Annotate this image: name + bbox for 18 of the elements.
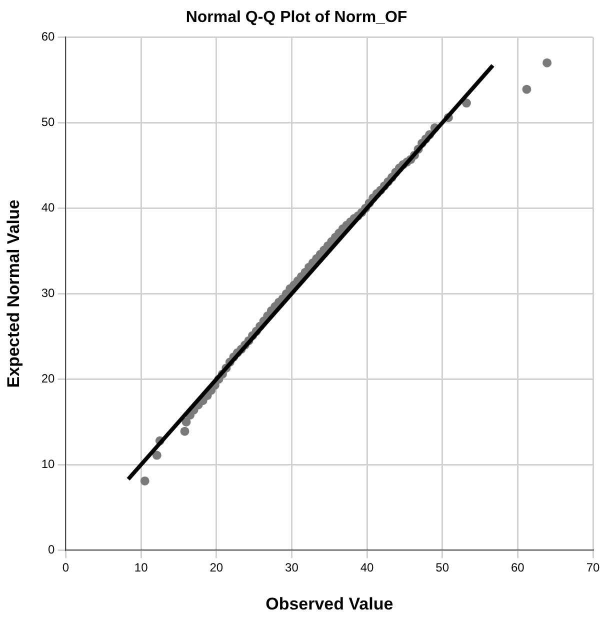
y-tick-label: 20 [41, 372, 56, 386]
chart-title: Normal Q-Q Plot of Norm_OF [186, 9, 408, 26]
y-tick-label: 10 [41, 457, 56, 472]
x-tick-label: 50 [436, 560, 450, 575]
x-tick-label: 40 [360, 560, 374, 575]
y-tick-label: 50 [41, 115, 56, 130]
x-tick-label: 0 [62, 560, 70, 575]
x-axis-title: Observed Value [266, 594, 394, 614]
x-tick-label: 70 [586, 560, 600, 575]
x-tick-label: 10 [134, 560, 148, 575]
x-tick-label: 60 [511, 560, 525, 575]
x-tick-label: 20 [210, 560, 224, 575]
y-tick-label: 40 [41, 200, 56, 215]
y-tick-label: 0 [48, 542, 56, 557]
x-tick-label: 30 [285, 560, 299, 575]
y-tick-label: 60 [41, 30, 56, 44]
y-tick-label: 30 [41, 286, 56, 300]
y-axis-title: Expected Normal Value [4, 200, 23, 388]
